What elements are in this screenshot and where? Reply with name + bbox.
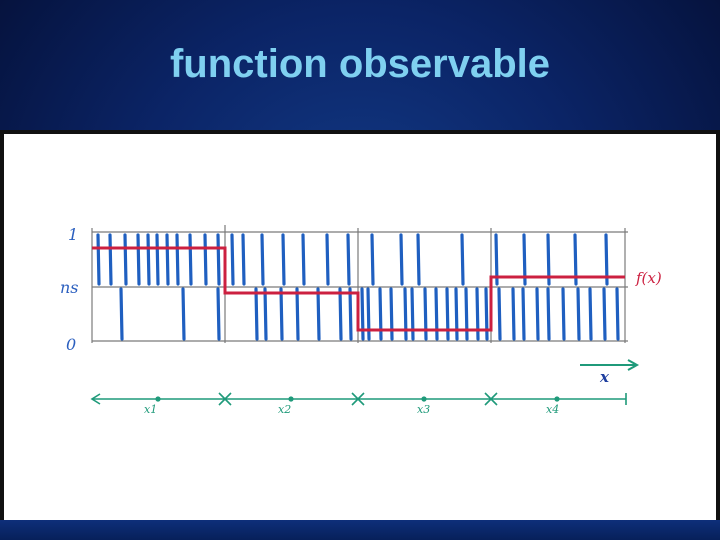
function-line xyxy=(92,246,625,332)
upper-bar-15 xyxy=(301,233,306,286)
x-point-marker-1 xyxy=(155,396,161,402)
upper-bar-2 xyxy=(123,233,128,286)
upper-bar-4 xyxy=(146,233,151,286)
x-point-marker-3 xyxy=(421,396,427,402)
upper-bar-11 xyxy=(230,233,235,286)
upper-bar-21 xyxy=(460,233,465,286)
lower-bar-6 xyxy=(295,287,300,341)
upper-bar-6 xyxy=(165,233,170,286)
upper-bar-5 xyxy=(155,233,160,286)
upper-bar-3 xyxy=(136,233,141,286)
x-point-label-2: x2 xyxy=(278,403,291,416)
lower-bar-5 xyxy=(279,287,284,341)
upper-bar-0 xyxy=(96,233,101,286)
bottom-bar xyxy=(0,520,720,540)
lower-bar-23 xyxy=(497,287,502,341)
x-point-label-3: x3 xyxy=(417,403,430,416)
y-label-top: 1 xyxy=(68,225,78,244)
upper-bar-18 xyxy=(370,233,375,286)
lower-bar-28 xyxy=(561,287,566,341)
lower-bar-0 xyxy=(119,287,124,341)
lower-bar-2 xyxy=(216,287,221,341)
lower-bar-31 xyxy=(602,287,607,341)
x-axis xyxy=(90,392,627,406)
upper-bar-17 xyxy=(346,233,351,286)
upper-bar-9 xyxy=(203,233,208,286)
upper-bar-14 xyxy=(281,233,286,286)
observable-bars xyxy=(96,233,620,341)
upper-bar-20 xyxy=(416,233,421,286)
upper-bar-12 xyxy=(241,233,246,286)
upper-bar-16 xyxy=(325,233,330,286)
lower-bar-7 xyxy=(316,287,321,341)
lower-bar-4 xyxy=(263,287,268,341)
x-point-label-4: x4 xyxy=(546,403,559,416)
upper-bar-8 xyxy=(188,233,193,286)
y-label-bottom: 0 xyxy=(66,335,76,354)
lower-bar-26 xyxy=(535,287,540,341)
diagram-panel xyxy=(0,130,720,522)
lower-bar-25 xyxy=(521,287,526,341)
upper-bar-13 xyxy=(260,233,265,286)
lower-bar-27 xyxy=(546,287,551,341)
lower-bar-1 xyxy=(181,287,186,341)
x-direction-arrow xyxy=(580,359,640,371)
upper-bar-7 xyxy=(175,233,180,286)
lower-bar-3 xyxy=(254,287,259,341)
lower-bar-29 xyxy=(576,287,581,341)
x-point-markers xyxy=(155,396,560,402)
lower-bar-30 xyxy=(588,287,593,341)
x-arrow-label: x xyxy=(599,368,610,386)
upper-bar-10 xyxy=(216,233,221,286)
lower-bar-8 xyxy=(338,287,343,341)
y-label-middle: ns xyxy=(60,278,79,297)
lower-bar-9 xyxy=(348,287,353,341)
x-point-marker-4 xyxy=(554,396,560,402)
lower-bar-24 xyxy=(511,287,516,341)
function-label: f(x) xyxy=(635,269,662,287)
x-point-label-1: x1 xyxy=(144,403,157,416)
slide-title: function observable xyxy=(169,42,551,86)
upper-bar-19 xyxy=(399,233,404,286)
lower-bar-32 xyxy=(615,287,620,341)
x-point-marker-2 xyxy=(288,396,294,402)
upper-bar-1 xyxy=(108,233,113,286)
